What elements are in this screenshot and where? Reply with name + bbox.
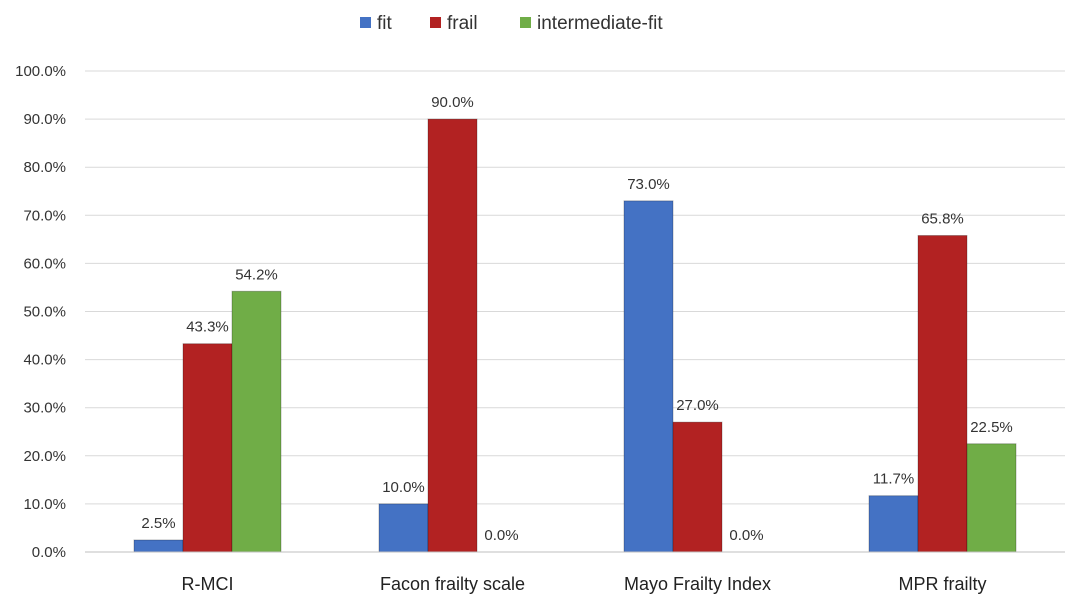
bar-frail-1 [427,118,478,553]
data-label-intermediate-fit: 22.5% [970,419,1013,436]
data-label-frail: 65.8% [921,211,964,228]
bar-intermediate-fit-0 [231,290,282,553]
legend-label-fit: fit [377,13,393,34]
bars [133,118,1017,553]
bar-frail-2 [672,421,723,553]
category-label: Facon frailty scale [380,574,525,594]
bar-intermediate-fit-3 [966,443,1017,553]
y-tick-label: 20.0% [23,448,66,465]
y-tick-label: 60.0% [23,255,66,272]
y-tick-label: 50.0% [23,304,66,321]
data-label-intermediate-fit: 0.0% [729,527,763,544]
y-tick-label: 10.0% [23,496,66,513]
bar-frail-0 [182,343,233,553]
y-tick-label: 100.0% [15,63,66,80]
bar-fit-2 [623,200,674,553]
bar-fit-1 [378,503,429,553]
category-label: R-MCI [182,574,234,594]
data-label-intermediate-fit: 54.2% [235,266,278,283]
y-axis-tick-labels: 0.0% 10.0% 20.0% 30.0% 40.0% 50.0% 60.0% 70.0% 8… [15,63,66,561]
y-tick-label: 80.0% [23,159,66,176]
data-label-fit: 2.5% [141,515,175,532]
data-label-fit: 11.7% [873,471,914,488]
category-labels: R-MCI Facon frailty scale Mayo Frailty Ind… [182,574,987,594]
category-label: Mayo Frailty Index [624,574,771,594]
y-tick-label: 40.0% [23,352,66,369]
data-label-frail: 90.0% [431,94,474,111]
legend: fit frail intermediate-fit [360,13,663,34]
data-label-fit: 73.0% [627,176,670,193]
y-tick-label: 30.0% [23,400,66,417]
data-label-intermediate-fit: 0.0% [484,527,518,544]
data-label-frail: 43.3% [186,319,229,336]
legend-swatch-intermediate-fit [520,17,531,28]
legend-label-intermediate-fit: intermediate-fit [537,13,663,34]
data-labels: 2.5% 43.3% 54.2% 10.0% 90.0% 0.0% 73.0% 27.0% 0.… [141,94,1012,544]
bar-frail-3 [917,235,968,553]
data-label-frail: 27.0% [676,397,719,414]
y-tick-label: 0.0% [32,544,66,561]
data-label-fit: 10.0% [382,479,425,496]
y-tick-label: 70.0% [23,207,66,224]
category-label: MPR frailty [898,574,986,594]
bar-fit-3 [868,495,919,553]
legend-label-frail: frail [447,13,478,34]
legend-swatch-fit [360,17,371,28]
y-tick-label: 90.0% [23,111,66,128]
bar-fit-0 [133,539,184,553]
legend-swatch-frail [430,17,441,28]
